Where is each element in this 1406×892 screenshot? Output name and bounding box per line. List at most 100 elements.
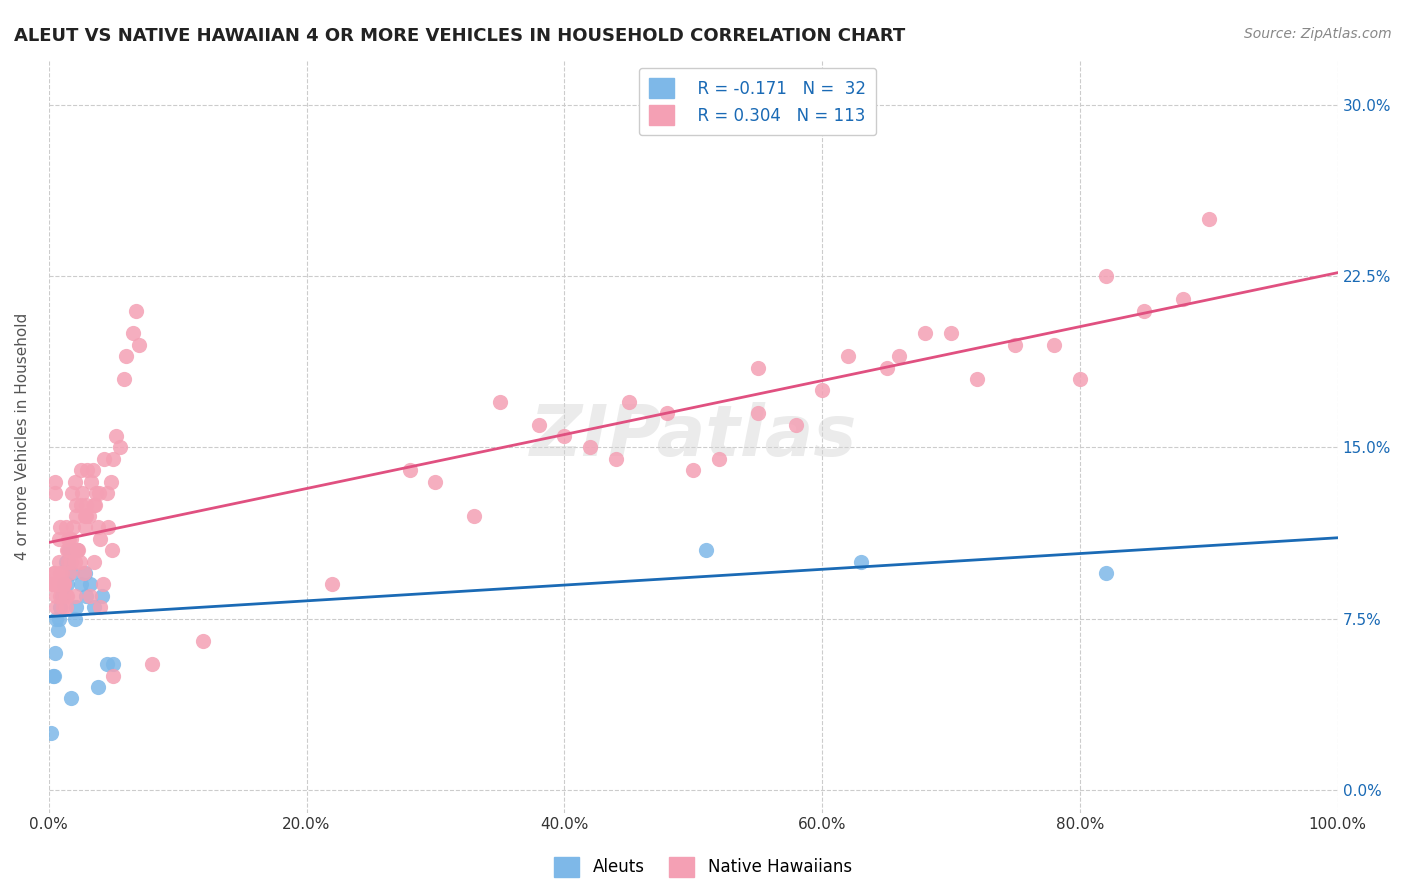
Point (65, 508, 87, 523)
Point (63, 611, 86, 625)
Point (41, 577, 63, 591)
Point (103, 657, 125, 672)
Point (60, 486, 83, 500)
Text: ALEUT VS NATIVE HAWAIIAN 4 OR MORE VEHICLES IN HOUSEHOLD CORRELATION CHART: ALEUT VS NATIVE HAWAIIAN 4 OR MORE VEHIC… (14, 27, 905, 45)
Y-axis label: 4 or more Vehicles in Household: 4 or more Vehicles in Household (15, 312, 30, 559)
Point (93, 451, 115, 466)
Point (91, 577, 114, 591)
Point (60, 566, 83, 580)
Point (59, 691, 82, 706)
Point (44, 577, 66, 591)
Point (67, 543, 90, 558)
Point (75, 498, 97, 512)
Point (45, 589, 67, 603)
Point (1094, 566, 1116, 580)
Point (82, 463, 104, 477)
Point (115, 349, 138, 363)
Point (42, 566, 65, 580)
Point (617, 394, 640, 409)
Point (52, 577, 75, 591)
Point (657, 406, 679, 420)
Point (72, 566, 94, 580)
Point (73, 566, 96, 580)
Point (58, 566, 80, 580)
Point (811, 384, 834, 398)
Point (489, 394, 512, 409)
Point (1133, 303, 1156, 318)
Point (44, 646, 66, 660)
Point (52, 600, 75, 615)
Point (785, 417, 807, 432)
Point (321, 577, 343, 591)
Point (56, 555, 79, 569)
Point (89, 532, 111, 546)
Point (53, 577, 76, 591)
Point (79, 577, 101, 591)
Point (108, 441, 131, 455)
Point (41, 668, 63, 682)
Point (55, 589, 77, 603)
Point (48, 532, 70, 546)
Point (69, 555, 91, 569)
Point (100, 475, 122, 489)
Point (49, 520, 72, 534)
Point (49, 589, 72, 603)
Point (1069, 372, 1091, 386)
Point (579, 441, 602, 455)
Point (56, 589, 79, 603)
Point (55, 555, 77, 569)
Point (52, 589, 75, 603)
Point (63, 475, 86, 489)
Point (83, 498, 105, 512)
Legend:   R = -0.171   N =  32,   R = 0.304   N = 113: R = -0.171 N = 32, R = 0.304 N = 113 (638, 68, 876, 136)
Point (682, 463, 704, 477)
Point (87, 680, 110, 694)
Point (53, 577, 76, 591)
Point (66, 543, 89, 558)
Point (70, 463, 93, 477)
Point (70, 577, 93, 591)
Point (56, 532, 79, 546)
Point (398, 463, 420, 477)
Point (51, 589, 73, 603)
Point (707, 451, 730, 466)
Point (121, 326, 143, 341)
Point (128, 338, 150, 352)
Point (87, 486, 110, 500)
Point (605, 451, 627, 466)
Point (103, 451, 125, 466)
Point (425, 475, 447, 489)
Point (103, 668, 125, 682)
Point (56, 555, 79, 569)
Point (53, 577, 76, 591)
Point (70, 498, 93, 512)
Point (75, 508, 97, 523)
Point (1043, 338, 1066, 352)
Point (1094, 269, 1116, 284)
Point (41, 725, 63, 739)
Point (56, 543, 79, 558)
Point (75, 589, 97, 603)
Point (86, 486, 108, 500)
Point (63, 555, 86, 569)
Point (141, 657, 163, 672)
Point (66, 543, 89, 558)
Point (65, 600, 87, 615)
Point (83, 600, 105, 615)
Point (77, 508, 100, 523)
Point (914, 326, 936, 341)
Point (42, 668, 65, 682)
Point (747, 406, 769, 420)
Point (49, 600, 72, 615)
Point (45, 611, 67, 625)
Point (58, 543, 80, 558)
Point (125, 303, 148, 318)
Point (59, 532, 82, 546)
Point (65, 498, 87, 512)
Point (1171, 292, 1194, 306)
Point (51, 577, 73, 591)
Point (63, 589, 86, 603)
Point (84, 498, 107, 512)
Point (849, 555, 872, 569)
Point (553, 429, 575, 443)
